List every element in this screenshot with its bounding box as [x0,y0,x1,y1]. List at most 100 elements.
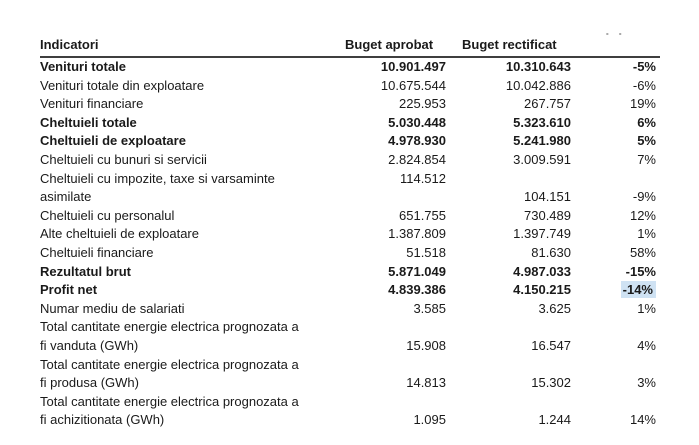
buget-aprobat-value: 1.387.809 [388,226,446,242]
table-header: Indicatori Buget aprobat Buget rectifica… [40,34,660,58]
buget-rectificat-value [450,318,575,337]
buget-aprobat-value [345,356,450,375]
table-row: Cheltuieli cu personalul 651.755 730.489 12… [40,207,660,226]
cropped-corner-mark: - - [606,29,626,38]
column-header-indicatori: Indicatori [40,34,345,58]
pct-change-value: 1% [637,300,656,316]
buget-aprobat-value [345,393,450,412]
indicator-label: Cheltuieli totale [40,114,137,130]
pct-change-value [575,356,660,375]
indicator-label: Profit net [40,282,98,298]
pct-change-value [575,318,660,337]
buget-aprobat-value: 10.901.497 [380,59,446,74]
table-row: asimilate 104.151 -9% [40,188,660,207]
indicator-label: Cheltuieli financiare [40,244,154,260]
indicator-label: Cheltuieli de exploatare [40,133,186,149]
table-row: Venituri totale 10.901.497 10.310.643 -5% [40,57,660,77]
column-header-buget-aprobat: Buget aprobat [345,34,450,58]
header-row: Indicatori Buget aprobat Buget rectifica… [40,34,660,58]
buget-aprobat-value: 14.813 [406,375,446,391]
pct-change-value: 1% [637,226,656,242]
buget-aprobat-value: 3.585 [413,300,446,316]
buget-aprobat-value: 2.824.854 [388,151,446,167]
indicator-label: Cheltuieli cu impozite, taxe si varsamin… [40,170,275,186]
buget-rectificat-value: 10.042.886 [505,77,571,93]
pct-change-value: -14% [575,281,660,300]
table-row: Total cantitate energie electrica progno… [40,393,660,412]
buget-rectificat-value: 1.397.749 [513,226,571,242]
indicator-label: Total cantitate energie electrica progno… [40,393,299,409]
buget-aprobat-value: 10.675.544 [380,77,446,93]
table-row: Total cantitate energie electrica progno… [40,356,660,375]
buget-aprobat-value: 114.512 [399,170,446,186]
column-header-buget-rectificat: Buget rectificat [450,34,575,58]
indicator-label: Rezultatul brut [40,263,131,279]
table-row: Alte cheltuieli de exploatare 1.387.809 1.… [40,225,660,244]
buget-aprobat-value: 51.518 [406,244,446,260]
indicator-label: asimilate [40,189,92,205]
indicator-label: Cheltuieli cu bunuri si servicii [40,151,207,167]
buget-rectificat-value: 10.310.643 [505,59,571,74]
pct-change-value: -5% [632,59,656,74]
pct-change-value [575,393,660,412]
table-row: Venituri financiare 225.953 267.757 19% [40,95,660,114]
buget-aprobat-value: 5.871.049 [388,263,446,279]
buget-rectificat-value [450,170,575,189]
pct-change-value [575,170,660,189]
table-row: Cheltuieli financiare 51.518 81.630 58% [40,244,660,263]
indicator-label: Venituri totale [40,59,126,74]
table-row: Cheltuieli totale 5.030.448 5.323.610 6% [40,114,660,133]
table-row: Rezultatul brut 5.871.049 4.987.033 -15% [40,263,660,282]
pct-change-value: 58% [629,244,656,260]
buget-rectificat-value: 104.151 [524,189,571,205]
indicator-label: Venituri totale din exploatare [40,77,205,93]
buget-aprobat-value: 651.755 [399,207,446,223]
budget-table: Indicatori Buget aprobat Buget rectifica… [40,34,660,430]
table-row: Cheltuieli cu bunuri si servicii 2.824.85… [40,151,660,170]
pct-change-value: 5% [637,133,656,149]
buget-aprobat-value: 4.839.386 [388,282,446,298]
pct-change-value: 14% [629,412,656,428]
buget-rectificat-value: 16.547 [531,337,571,353]
buget-rectificat-value [450,393,575,412]
table-row: Numar mediu de salariati 3.585 3.625 1% [40,300,660,319]
buget-aprobat-value [345,188,450,207]
table-row: fi achizitionata (GWh) 1.095 1.244 14% [40,411,660,430]
pct-change-value: -15% [625,263,656,279]
table-row: Cheltuieli de exploatare 4.978.930 5.241.9… [40,132,660,151]
indicator-label: Venituri financiare [40,96,144,112]
pct-change-value: 7% [637,151,656,167]
table-row: Profit net 4.839.386 4.150.215 -14% [40,281,660,300]
highlighted-pct-value: -14% [620,281,656,299]
indicator-label: Total cantitate energie electrica progno… [40,319,299,335]
buget-rectificat-value: 4.150.215 [513,282,571,298]
buget-aprobat-value [345,318,450,337]
pct-change-value: -9% [632,189,656,205]
buget-aprobat-value: 15.908 [406,337,446,353]
buget-rectificat-value: 1.244 [538,412,571,428]
indicator-label: Alte cheltuieli de exploatare [40,226,199,242]
indicator-label: Total cantitate energie electrica progno… [40,356,299,372]
column-header-pct [575,34,660,58]
buget-rectificat-value: 730.489 [524,207,571,223]
pct-change-value: 4% [637,337,656,353]
buget-rectificat-value: 3.009.591 [513,151,571,167]
indicator-label: fi produsa (GWh) [40,375,139,391]
buget-rectificat-value: 81.630 [531,244,571,260]
pct-change-value: 6% [637,114,656,130]
table-row: Cheltuieli cu impozite, taxe si varsamin… [40,170,660,189]
buget-rectificat-value: 5.241.980 [513,133,571,149]
indicator-label: fi achizitionata (GWh) [40,412,165,428]
buget-rectificat-value [450,356,575,375]
table-row: fi produsa (GWh) 14.813 15.302 3% [40,374,660,393]
buget-aprobat-value: 225.953 [399,96,446,112]
table-row: Total cantitate energie electrica progno… [40,318,660,337]
indicator-label: Numar mediu de salariati [40,300,185,316]
buget-rectificat-value: 4.987.033 [513,263,571,279]
buget-aprobat-value: 1.095 [413,412,446,428]
pct-change-value: -6% [632,77,656,93]
buget-rectificat-value: 3.625 [538,300,571,316]
buget-rectificat-value: 5.323.610 [513,114,571,130]
table-row: fi vanduta (GWh) 15.908 16.547 4% [40,337,660,356]
table-body: Venituri totale 10.901.497 10.310.643 -5% Ve… [40,57,660,430]
